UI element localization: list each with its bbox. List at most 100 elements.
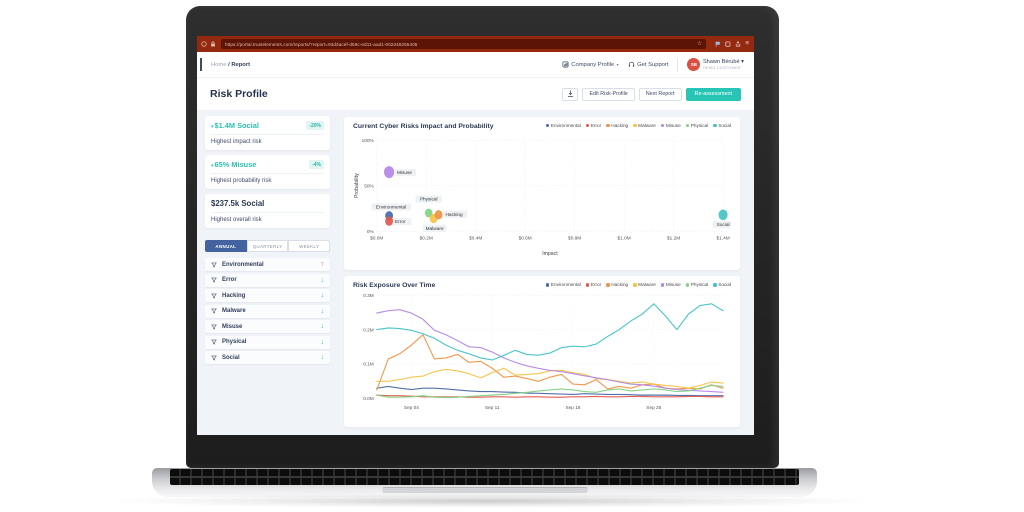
- re-assessment-button[interactable]: Re-assessment: [685, 87, 741, 101]
- legend-item-environmental[interactable]: Environmental: [545, 123, 581, 128]
- highest-impact-label: Highest impact risk: [211, 139, 262, 145]
- legend-item-physical[interactable]: Physical: [685, 282, 708, 287]
- tab-quarterly[interactable]: QUARTERLY: [246, 240, 289, 252]
- legend-item-error[interactable]: Error: [585, 123, 601, 128]
- category-row-misuse[interactable]: Misuse ↓: [205, 320, 330, 333]
- legend-dot: [545, 283, 550, 287]
- chevron-down-icon: ▾: [616, 62, 619, 67]
- probability-change-badge: -4%: [309, 160, 324, 169]
- legend-item-physical[interactable]: Physical: [685, 123, 709, 128]
- next-report-button[interactable]: Next Report: [638, 87, 682, 101]
- legend-dot: [545, 123, 550, 128]
- svg-text:$0.6M: $0.6M: [519, 235, 532, 241]
- filter-icon[interactable]: [211, 324, 217, 330]
- category-row-error[interactable]: Error ↓: [205, 273, 330, 287]
- get-support-link[interactable]: Get Support: [628, 61, 669, 68]
- url-field[interactable]: https://portal.trustelements.com/reports…: [221, 39, 707, 49]
- svg-text:Sep 11: Sep 11: [485, 405, 500, 411]
- breadcrumb-report: Report: [231, 61, 251, 68]
- breadcrumb[interactable]: Home / Report: [211, 62, 250, 68]
- headset-icon: [628, 61, 634, 67]
- download-button[interactable]: [562, 87, 579, 101]
- category-row-hacking[interactable]: Hacking ↓: [205, 289, 330, 302]
- user-menu[interactable]: SB Shawn Bérubé ▾ DEMO CUSTOMER: [687, 58, 744, 71]
- legend-item-malware[interactable]: Malware: [633, 282, 656, 287]
- svg-text:Hacking: Hacking: [446, 212, 463, 218]
- line-chart-card: Risk Exposure Over Time Environmental Err…: [344, 276, 740, 427]
- legend-item-hacking[interactable]: Hacking: [606, 123, 628, 128]
- scatter-chart: $0.0M $0.2M $0.4M $0.6M $0.8M $1.0M $1.2M $1.4M…: [354, 138, 731, 257]
- tab-weekly[interactable]: WEEKLY: [288, 240, 331, 252]
- legend-item-hacking[interactable]: Hacking: [606, 282, 628, 287]
- highest-probability-label: Highest probability risk: [211, 178, 272, 184]
- legend-item-environmental[interactable]: Environmental: [545, 282, 581, 288]
- svg-text:$0.8M: $0.8M: [568, 235, 581, 241]
- bookmark-star-icon[interactable]: ☆: [696, 41, 703, 47]
- url-text: https://portal.trustelements.com/reports…: [225, 41, 418, 47]
- legend-item-error[interactable]: Error: [585, 282, 602, 288]
- highest-overall-value: $237.5k Social: [211, 199, 265, 208]
- legend-item-misuse[interactable]: Misuse: [660, 282, 681, 287]
- charts-column: Current Cyber Risks Impact and Probabili…: [344, 116, 740, 427]
- get-support-label: Get Support: [637, 61, 669, 68]
- trend-up-icon: ↑: [320, 261, 325, 268]
- svg-text:0.2M: 0.2M: [363, 328, 374, 334]
- legend-dot: [585, 123, 590, 128]
- site-info-icon[interactable]: [201, 41, 207, 47]
- filter-icon[interactable]: [211, 277, 217, 283]
- tab-annual[interactable]: ANNUAL: [205, 240, 247, 252]
- avatar[interactable]: SB: [687, 58, 701, 71]
- breadcrumb-home[interactable]: Home: [211, 61, 227, 68]
- app-header: Home / Report Company Profile ▾: [197, 52, 754, 78]
- filter-icon[interactable]: [211, 262, 217, 268]
- scatter-chart-card: Current Cyber Risks Impact and Probabili…: [344, 117, 740, 271]
- legend-label: Malware: [638, 123, 656, 128]
- svg-text:0%: 0%: [367, 229, 375, 235]
- legend-dot: [713, 283, 717, 287]
- risk-category-list: Environmental ↑ Error ↓ Hacking ↓: [205, 258, 330, 367]
- highest-probability-value: 65% Misuse: [214, 160, 257, 169]
- extension-box-icon[interactable]: [725, 41, 731, 47]
- filter-icon[interactable]: [211, 293, 217, 299]
- legend-label: Environmental: [550, 282, 581, 288]
- highest-impact-card: ▾$1.4M Social -20% Highest impact risk: [205, 116, 330, 150]
- filter-icon[interactable]: [211, 355, 217, 361]
- category-row-malware[interactable]: Malware ↓: [205, 304, 330, 318]
- extension-flag-icon[interactable]: [715, 41, 721, 47]
- edit-risk-profile-button[interactable]: Edit Risk-Profile: [582, 87, 635, 101]
- browser-menu-icon[interactable]: ≡: [745, 39, 749, 47]
- caret-down-icon: ▾: [211, 163, 214, 169]
- legend-label: Environmental: [550, 123, 581, 128]
- legend-dot: [660, 123, 665, 128]
- legend-item-malware[interactable]: Malware: [633, 123, 656, 128]
- legend-item-misuse[interactable]: Misuse: [660, 123, 681, 128]
- share-icon[interactable]: [735, 41, 741, 47]
- svg-text:0.1M: 0.1M: [363, 362, 374, 368]
- filter-icon[interactable]: [211, 339, 217, 345]
- trend-down-icon: ↓: [320, 354, 325, 361]
- category-row-environmental[interactable]: Environmental ↑: [205, 258, 330, 271]
- legend-dot: [606, 283, 610, 287]
- legend-item-social[interactable]: Social: [713, 123, 731, 128]
- svg-text:Sep 25: Sep 25: [646, 405, 661, 411]
- company-profile-menu[interactable]: Company Profile ▾: [562, 61, 619, 68]
- svg-text:Impact: Impact: [542, 251, 558, 257]
- svg-text:$0.4M: $0.4M: [469, 235, 482, 241]
- legend-item-social[interactable]: Social: [713, 282, 731, 287]
- highest-overall-card: $237.5k Social Highest overall risk: [205, 194, 330, 228]
- line-chart: 0.0M 0.1M 0.2M 0.3M Sep 04 Sep 11 Sep 18 Sep 25: [363, 293, 724, 411]
- filter-icon[interactable]: [211, 308, 217, 314]
- legend-label: Physical: [690, 123, 709, 128]
- category-row-social[interactable]: Social ↓: [205, 351, 330, 364]
- legend-label: Hacking: [611, 123, 629, 128]
- svg-text:Malware: Malware: [426, 226, 444, 232]
- legend-label: Social: [718, 282, 731, 288]
- svg-text:$1.0M: $1.0M: [618, 235, 631, 241]
- company-chart-icon: [562, 61, 569, 68]
- svg-text:$0.0M: $0.0M: [370, 235, 383, 241]
- legend-label: Error: [590, 282, 602, 288]
- category-row-physical[interactable]: Physical ↓: [205, 335, 330, 349]
- laptop-base: [152, 468, 817, 497]
- legend-dot: [633, 283, 637, 287]
- svg-text:50%: 50%: [364, 183, 374, 189]
